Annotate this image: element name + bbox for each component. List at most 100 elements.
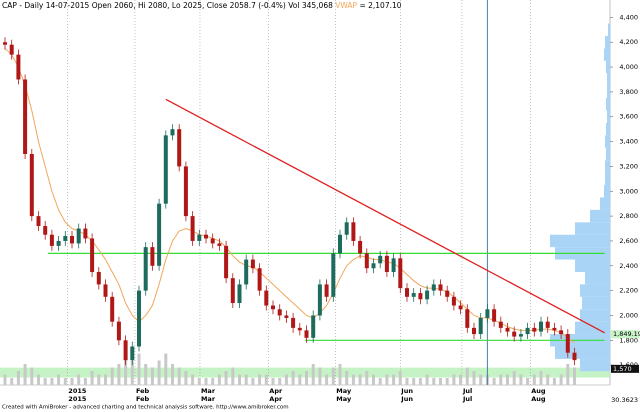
x-tick-label: Jun xyxy=(400,395,413,403)
volume-profile-bar xyxy=(580,358,610,372)
volume-bar xyxy=(16,371,20,385)
y-tick-label: 2,400 xyxy=(619,262,638,270)
volume-bar xyxy=(305,371,308,385)
candle-body xyxy=(244,259,249,285)
candle-body xyxy=(130,346,135,361)
candle-body xyxy=(36,216,41,227)
y-tick-label: 4,200 xyxy=(619,38,638,46)
candle-body xyxy=(16,54,21,80)
volume-bar xyxy=(278,378,282,385)
volume-bar xyxy=(204,378,208,385)
volume-bar xyxy=(271,378,275,385)
volume-profile-bar xyxy=(606,60,610,74)
volume-profile-bar xyxy=(590,209,610,223)
x-tick-label: 2015 xyxy=(68,395,87,403)
candle-body xyxy=(418,293,423,300)
volume-profile-bar xyxy=(600,197,610,210)
candle-body xyxy=(492,309,497,322)
volume-profile-bar xyxy=(605,36,610,49)
candle-body xyxy=(297,327,302,331)
volume-bar xyxy=(110,367,114,385)
volume-bar xyxy=(385,374,389,385)
vwap-line xyxy=(4,48,575,344)
volume-bar xyxy=(10,378,14,385)
candle-body xyxy=(364,253,369,269)
price-label-box xyxy=(611,364,639,373)
x-tick-label: Jun xyxy=(400,387,413,395)
footer: Created with AmiBroker - advanced charti… xyxy=(2,405,289,411)
candle-body xyxy=(545,321,550,328)
volume-bar xyxy=(77,374,81,385)
candle-body xyxy=(143,247,148,291)
candle-body xyxy=(324,284,329,297)
y-tick-label: 1,800 xyxy=(619,336,638,344)
volume-profile-bar xyxy=(608,23,610,37)
candle-body xyxy=(63,235,68,241)
volume-profile-bar xyxy=(604,48,610,61)
volume-bar xyxy=(506,374,509,385)
volume-profile-bar xyxy=(585,271,610,285)
indicator-label: 30.3623 xyxy=(611,396,638,404)
x-tick-label: 2015 xyxy=(68,387,87,395)
title-indicator-value: = 2,107.10 xyxy=(359,1,401,10)
volume-profile-bar xyxy=(575,222,610,235)
volume-bar xyxy=(23,364,27,385)
volume-bar xyxy=(546,374,550,385)
volume-bar xyxy=(83,378,87,385)
volume-profile-bar xyxy=(605,135,610,148)
candle-body xyxy=(23,79,28,154)
candle-body xyxy=(237,284,242,304)
candle-body xyxy=(458,305,463,310)
volume-bar xyxy=(559,374,563,385)
y-tick-label: 3,000 xyxy=(619,187,638,195)
volume-bar xyxy=(472,371,476,385)
volume-bar xyxy=(499,374,503,385)
candle-body xyxy=(90,238,95,272)
x-tick-label: Feb xyxy=(136,387,150,395)
volume-bar xyxy=(445,378,449,385)
y-tick-label: 3,800 xyxy=(619,88,638,96)
volume-bar xyxy=(37,374,40,385)
candle-body xyxy=(110,296,115,322)
volume-profile-bar xyxy=(605,172,610,186)
volume-bar xyxy=(526,378,530,385)
volume-bar xyxy=(150,367,154,385)
volume-bar xyxy=(479,374,483,385)
volume-profile-bar xyxy=(604,185,610,198)
volume-bar xyxy=(311,364,315,385)
volume-bar xyxy=(258,374,262,385)
candle-body xyxy=(371,263,376,269)
volume-bar xyxy=(30,367,34,385)
volume-profile-bar xyxy=(607,73,610,86)
volume-bar xyxy=(358,374,362,385)
candle-body xyxy=(116,321,121,341)
volume-bar xyxy=(452,374,456,385)
candle-body xyxy=(3,42,7,45)
volume-bar xyxy=(331,367,335,385)
candle-body xyxy=(472,327,476,335)
candle-body xyxy=(565,334,570,353)
y-tick-label: 3,200 xyxy=(619,162,638,170)
volume-bar xyxy=(351,374,355,385)
volume-bar xyxy=(338,364,342,385)
volume-bar xyxy=(398,371,402,385)
title-main: CAP - Daily 14-07-2015 Open 2060, Hi 208… xyxy=(2,1,333,10)
candle-body xyxy=(539,321,543,332)
candle-body xyxy=(425,290,430,300)
volume-bar xyxy=(264,374,268,385)
candle-body xyxy=(512,331,517,337)
y-tick-label: 3,600 xyxy=(619,113,638,121)
x-tick-label: Mar xyxy=(201,395,216,403)
candle-body xyxy=(49,234,54,246)
candle-body xyxy=(358,240,363,254)
volume-bar xyxy=(539,371,543,385)
volume-bar xyxy=(231,367,235,385)
y-tick-label: 2,000 xyxy=(619,311,638,319)
x-tick-label: Jul xyxy=(462,395,472,403)
volume-bar xyxy=(425,374,429,385)
volume-bar xyxy=(217,374,221,385)
volume-bar xyxy=(191,374,195,385)
candle-body xyxy=(391,258,396,272)
